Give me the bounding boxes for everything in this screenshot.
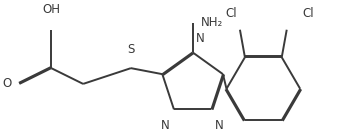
Text: N: N bbox=[215, 119, 224, 132]
Text: Cl: Cl bbox=[303, 7, 314, 20]
Text: O: O bbox=[2, 77, 11, 90]
Text: S: S bbox=[127, 43, 135, 56]
Text: NH₂: NH₂ bbox=[201, 16, 223, 29]
Text: Cl: Cl bbox=[225, 7, 237, 20]
Text: OH: OH bbox=[42, 3, 60, 16]
Text: N: N bbox=[196, 32, 204, 44]
Text: N: N bbox=[161, 119, 170, 132]
